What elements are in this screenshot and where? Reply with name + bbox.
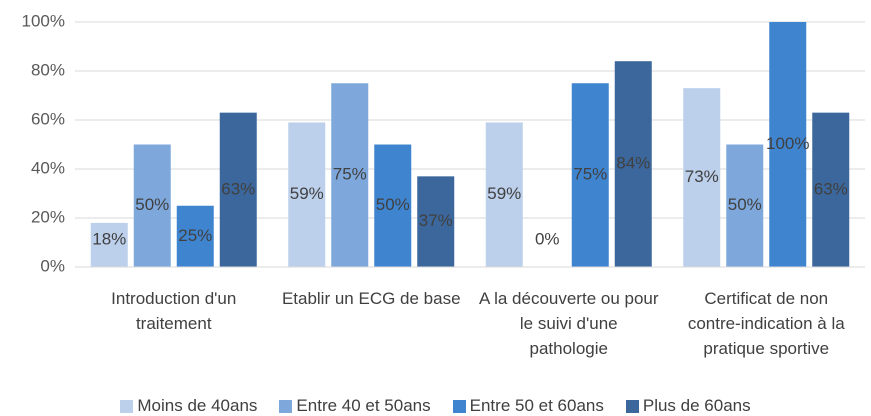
data-label: 18% [92, 229, 126, 248]
data-label: 0% [535, 229, 560, 248]
bar [176, 205, 214, 267]
bar [683, 88, 721, 268]
legend-swatch [625, 399, 639, 413]
bar [133, 144, 171, 267]
bar [614, 61, 652, 268]
legend-label: Moins de 40ans [137, 396, 258, 415]
legend-swatch [452, 399, 466, 413]
legend: Moins de 40ans Entre 40 et 50ans Entre 50 … [0, 396, 871, 416]
data-label: 100% [766, 134, 809, 153]
data-label: 59% [290, 184, 324, 203]
data-label: 37% [419, 211, 453, 230]
legend-label: Entre 50 et 60ans [469, 396, 604, 415]
legend-item: Plus de 60ans [625, 396, 751, 416]
bar [769, 22, 807, 267]
bar [374, 144, 412, 267]
data-label: 50% [135, 195, 169, 214]
legend-item: Entre 40 et 50ans [279, 396, 431, 416]
data-label: 63% [814, 179, 848, 198]
legend-label: Entre 40 et 50ans [296, 396, 431, 415]
y-tick-label: 80% [31, 60, 65, 79]
x-tick-label: Introduction d'un traitement [111, 289, 237, 333]
bar [812, 112, 850, 268]
bar [90, 222, 128, 267]
legend-item: Entre 50 et 60ans [452, 396, 604, 416]
data-label: 75% [333, 165, 367, 184]
x-tick-label: Etablir un ECG de base [281, 289, 461, 308]
data-label: 50% [728, 195, 762, 214]
y-tick-label: 100% [22, 11, 65, 30]
y-tick-label: 60% [31, 109, 65, 128]
bar [485, 122, 523, 267]
data-label: 73% [685, 167, 719, 186]
data-label: 63% [221, 179, 255, 198]
legend-label: Plus de 60ans [642, 396, 751, 415]
x-tick-label: A la découverte ou pour le suivi d'une p… [478, 289, 659, 358]
data-label: 75% [573, 165, 607, 184]
bar [331, 83, 369, 267]
bar [219, 112, 257, 268]
legend-swatch [120, 399, 134, 413]
data-label: 84% [616, 154, 650, 173]
bar [726, 144, 764, 267]
y-tick-label: 40% [31, 158, 65, 177]
data-label: 59% [487, 184, 521, 203]
y-tick-label: 0% [40, 256, 65, 275]
x-tick-label: Certificat de non contre-indication à la… [687, 289, 845, 358]
bar [571, 83, 609, 267]
data-label: 50% [376, 195, 410, 214]
legend-item: Moins de 40ans [120, 396, 257, 416]
data-label: 25% [178, 226, 212, 245]
bar [288, 122, 326, 267]
bar [417, 176, 455, 267]
y-tick-label: 20% [31, 207, 65, 226]
legend-swatch [279, 399, 293, 413]
